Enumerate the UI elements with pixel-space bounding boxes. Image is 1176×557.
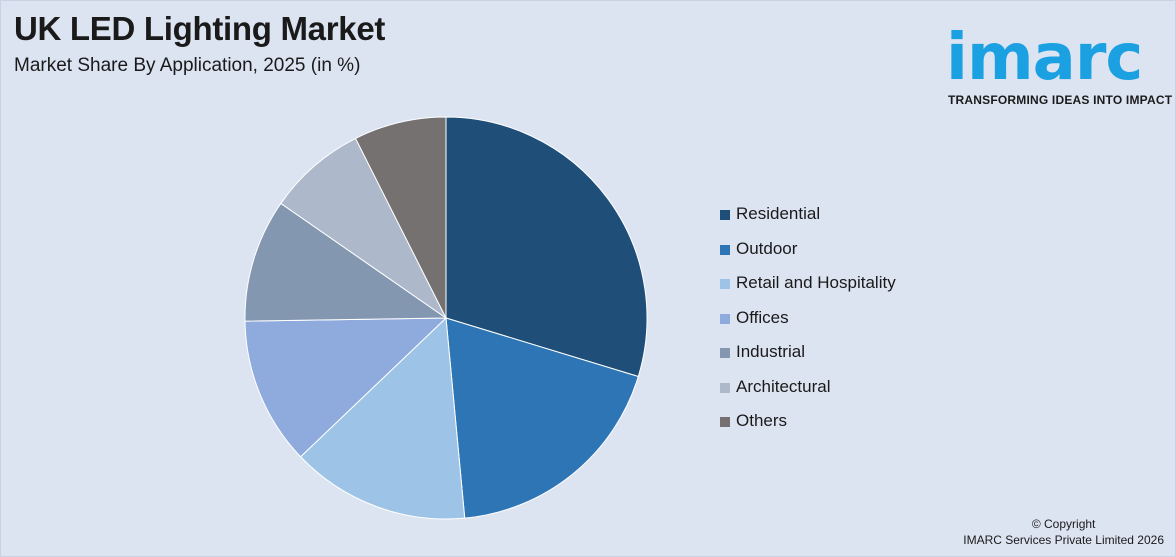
legend-item-architectural: Architectural bbox=[720, 376, 896, 411]
legend-label: Offices bbox=[736, 307, 789, 327]
legend-item-outdoor: Outdoor bbox=[720, 238, 896, 273]
pie-slice-residential bbox=[445, 116, 648, 378]
copyright-line-2: IMARC Services Private Limited 2026 bbox=[963, 533, 1164, 547]
legend-swatch bbox=[720, 244, 730, 255]
legend-item-residential: Residential bbox=[720, 203, 896, 238]
legend-label: Others bbox=[736, 411, 788, 430]
legend-label: Architectural bbox=[736, 376, 831, 396]
pie-slice-offices bbox=[244, 317, 448, 458]
pie-slice-outdoor bbox=[445, 317, 639, 519]
legend-label: Residential bbox=[736, 204, 821, 223]
pie-slice-retail-and-hospitality bbox=[299, 316, 466, 520]
legend-swatch bbox=[720, 382, 730, 393]
pie-slice-industrial bbox=[244, 202, 448, 322]
legend-label: Industrial bbox=[736, 342, 805, 361]
pie-slice-architectural bbox=[280, 137, 447, 319]
copyright-line-1: © Copyright bbox=[1031, 517, 1096, 531]
legend-swatch bbox=[720, 417, 730, 427]
legend-swatch bbox=[720, 313, 730, 324]
logo-tagline: TRANSFORMING IDEAS INTO IMPACT bbox=[948, 93, 1173, 107]
legend-swatch bbox=[720, 279, 730, 289]
chart-legend: Residential Outdoor Retail and Hospitality… bbox=[720, 203, 896, 445]
legend-swatch bbox=[720, 210, 730, 220]
legend-item-offices: Offices bbox=[720, 307, 896, 342]
legend-label: Outdoor bbox=[736, 238, 798, 258]
chart-subtitle: Market Share By Application, 2025 (in %) bbox=[14, 55, 361, 76]
pie-slices bbox=[244, 116, 648, 520]
pie-slice-others bbox=[354, 116, 447, 319]
legend-item-industrial: Industrial bbox=[720, 341, 896, 376]
imarc-logo: imarc TRANSFORMING IDEAS INTO IMPACT bbox=[946, 12, 1173, 108]
legend-swatch bbox=[720, 348, 730, 358]
legend-label: Retail and Hospitality bbox=[736, 273, 896, 292]
legend-item-retail-and-hospitality: Retail and Hospitality bbox=[720, 272, 896, 307]
copyright: © Copyright IMARC Services Private Limit… bbox=[963, 516, 1164, 548]
chart-title: UK LED Lighting Market bbox=[14, 10, 386, 47]
logo-wordmark: imarc bbox=[946, 21, 1143, 95]
legend-item-others: Others bbox=[720, 410, 896, 445]
